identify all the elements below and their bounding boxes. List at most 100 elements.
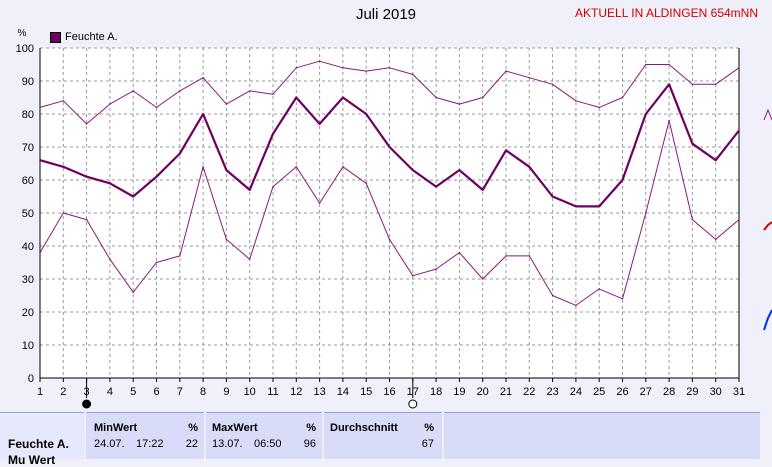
data-point-min	[668, 119, 670, 122]
legend: Feuchte A.	[50, 31, 118, 43]
data-point-avg	[458, 169, 461, 171]
legend-swatch	[50, 31, 61, 43]
x-tick-label: 6	[153, 386, 159, 398]
data-point-avg	[505, 149, 507, 152]
data-point-min	[575, 304, 577, 307]
data-point-min	[342, 166, 344, 168]
data-point-max	[109, 103, 111, 105]
y-tick-label: 40	[22, 241, 34, 253]
data-point-min	[365, 182, 368, 185]
data-point-max	[155, 106, 158, 109]
x-tick-label: 5	[130, 386, 136, 398]
x-tick-label: 13	[313, 386, 325, 398]
y-tick-label: 10	[22, 340, 34, 352]
data-point-min	[109, 258, 111, 261]
chart-title: Juli 2019	[355, 6, 417, 23]
preview-line-red	[763, 221, 772, 231]
min-header: MinWert	[94, 422, 138, 434]
data-point-min	[132, 291, 134, 294]
data-point-max	[318, 60, 321, 62]
data-point-avg	[621, 179, 624, 181]
data-point-max	[412, 73, 414, 76]
x-tick-label: 18	[430, 386, 442, 398]
data-point-avg	[551, 195, 554, 198]
x-tick-label: 20	[477, 386, 489, 398]
data-point-min	[714, 238, 717, 241]
data-point-avg	[62, 166, 65, 168]
data-point-min	[248, 258, 251, 261]
min-panel: MinWert % 24.07. 17:22 22	[86, 412, 204, 459]
min-time: 17:22	[136, 438, 164, 450]
x-tick-label: 26	[616, 386, 628, 398]
stats-series-label-2: Mu Wert	[8, 453, 56, 467]
max-time: 06:50	[254, 438, 282, 450]
data-point-max	[272, 93, 274, 95]
legend-label: Feuchte A.	[65, 31, 118, 43]
data-point-max	[179, 90, 181, 92]
x-tick-label: 23	[546, 386, 558, 398]
data-point-avg	[295, 96, 298, 99]
data-point-avg	[575, 205, 577, 208]
data-point-max	[388, 67, 391, 69]
data-point-min	[505, 255, 507, 257]
data-point-min	[62, 212, 65, 214]
x-tick-label: 27	[640, 386, 652, 398]
x-tick-label: 7	[177, 386, 183, 398]
data-point-avg	[412, 169, 414, 171]
data-point-avg	[481, 189, 484, 191]
y-tick-label: 20	[22, 307, 34, 319]
preview-line-max	[763, 108, 772, 121]
y-tick-label: 60	[22, 175, 34, 187]
data-point-max	[225, 103, 228, 105]
data-point-avg	[365, 113, 368, 115]
min-date: 24.07.	[94, 438, 125, 450]
data-point-max	[132, 90, 134, 92]
x-tick-label: 29	[686, 386, 698, 398]
x-tick-label: 2	[60, 386, 66, 398]
avg-value: 67	[421, 438, 434, 450]
data-point-min	[481, 278, 484, 280]
y-tick-label: 100	[16, 43, 34, 55]
min-unit: %	[188, 422, 198, 434]
data-point-min	[318, 202, 321, 204]
x-tick-label: 24	[570, 386, 582, 398]
data-point-max	[202, 76, 204, 79]
data-point-max	[645, 63, 647, 66]
data-point-avg	[598, 205, 600, 208]
data-point-avg	[202, 113, 204, 115]
x-tick-label: 28	[663, 386, 675, 398]
x-tick-label: 8	[200, 386, 206, 398]
data-point-max	[691, 83, 694, 86]
y-tick-label: 50	[22, 208, 34, 220]
data-point-min	[458, 251, 461, 254]
moon-new-icon	[82, 399, 92, 409]
data-point-avg	[155, 175, 158, 178]
x-tick-label: 30	[710, 386, 722, 398]
max-date: 13.07.	[212, 438, 243, 450]
data-point-max	[62, 100, 65, 102]
data-point-min	[738, 218, 740, 221]
data-point-min	[225, 238, 228, 241]
data-point-max	[668, 63, 670, 66]
stats-series-label: Feuchte A.	[8, 437, 69, 451]
y-axis-unit: %	[18, 28, 27, 39]
x-tick-label: 12	[290, 386, 302, 398]
data-point-max	[365, 70, 368, 72]
data-point-min	[598, 288, 600, 290]
avg-header: Durchschnitt	[330, 422, 398, 434]
x-tick-label: 11	[267, 386, 278, 398]
data-point-avg	[738, 129, 740, 132]
data-point-avg	[342, 96, 344, 99]
data-point-avg	[645, 113, 647, 115]
max-panel: MaxWert % 13.07. 06:50 96	[206, 412, 322, 459]
y-tick-label: 30	[22, 274, 34, 286]
max-value: 96	[303, 438, 316, 450]
avg-unit: %	[424, 422, 434, 434]
right-preview-strip	[760, 48, 772, 412]
data-point-max	[295, 67, 298, 69]
data-point-min	[528, 255, 531, 257]
data-point-min	[155, 261, 158, 264]
max-header: MaxWert	[212, 422, 258, 434]
data-point-min	[621, 298, 624, 300]
y-tick-label: 90	[22, 76, 34, 88]
